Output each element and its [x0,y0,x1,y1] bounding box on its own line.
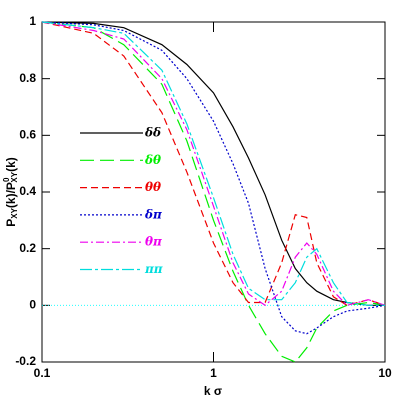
y-label-part: 0 [2,177,11,182]
legend-label: θθ [145,180,161,194]
y-label-part: P [4,219,18,227]
x-axis-label: k σ [204,384,222,398]
y-label-part: (k) [4,157,18,172]
legend-label: δπ [144,207,162,221]
plot-frame [41,21,386,363]
series-line [41,21,386,306]
x-tick-label: 10 [378,366,392,380]
legend-label: ππ [144,262,163,276]
series-line [41,21,385,306]
series-line [41,21,386,363]
y-tick-label: 0.8 [19,71,36,85]
y-tick-label: 0.4 [19,184,36,198]
x-tick-label: 0.1 [34,366,51,380]
legend-label: δθ [144,153,161,167]
legend-label: θπ [145,235,162,249]
x-tick-label: 1 [210,366,217,380]
y-tick-label: -0.2 [15,354,36,368]
y-tick-label: 0.6 [19,128,36,142]
y-label-part: (k)/P [4,182,18,208]
series-line [41,21,385,306]
y-axis-label: PXY(k)/P0XY(k) [2,157,19,227]
y-tick-label: 0.2 [19,241,36,255]
y-tick-label: 1 [29,14,36,28]
series-line [41,21,386,307]
y-label-part: XY [10,171,19,182]
y-tick-label: 0 [29,298,36,312]
legend-label: δδ [144,126,161,140]
y-label-part: XY [10,207,19,218]
series-line [41,21,386,335]
